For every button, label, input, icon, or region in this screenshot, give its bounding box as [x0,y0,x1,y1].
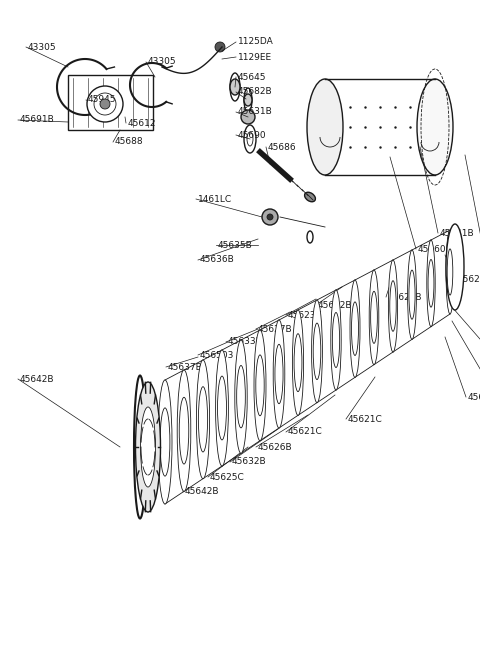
Text: 45621C: 45621C [468,392,480,401]
Text: 45690: 45690 [238,131,266,139]
Ellipse shape [331,290,341,390]
Text: 45682B: 45682B [238,87,273,97]
Ellipse shape [305,193,315,202]
Circle shape [241,110,255,124]
Ellipse shape [350,280,360,377]
Text: 45686: 45686 [268,143,297,152]
Text: 45621C: 45621C [348,415,383,424]
Ellipse shape [177,370,191,491]
Ellipse shape [427,240,435,327]
Text: 45945: 45945 [88,95,117,104]
Text: 45635B: 45635B [218,240,253,250]
Text: 45622B: 45622B [458,275,480,284]
Ellipse shape [273,320,285,428]
Circle shape [267,214,273,220]
Text: 45688: 45688 [115,137,144,147]
Ellipse shape [388,260,397,352]
Text: 43305: 43305 [148,58,177,66]
Text: 45631B: 45631B [238,108,273,116]
Ellipse shape [244,125,256,153]
Ellipse shape [312,300,323,403]
Text: 456503: 456503 [200,350,234,359]
Ellipse shape [235,340,247,453]
Ellipse shape [141,407,156,487]
Ellipse shape [158,380,172,504]
Text: 45621C: 45621C [288,428,323,436]
Text: 45641B: 45641B [440,229,475,237]
Ellipse shape [369,270,379,365]
Ellipse shape [135,382,160,512]
Text: 45642B: 45642B [20,374,55,384]
Ellipse shape [408,250,416,339]
Ellipse shape [244,88,252,112]
Text: 1125DA: 1125DA [238,37,274,47]
Text: 45636B: 45636B [200,256,235,265]
Ellipse shape [230,79,240,95]
Text: 45633B: 45633B [228,338,263,346]
Circle shape [215,42,225,52]
Text: 45691B: 45691B [20,116,55,124]
Text: 45637B: 45637B [168,363,203,371]
Ellipse shape [292,310,304,415]
Ellipse shape [244,94,252,106]
Text: 45642B: 45642B [185,487,219,497]
Text: 45623T: 45623T [288,311,322,319]
Ellipse shape [307,79,343,175]
Text: 45632B: 45632B [232,457,266,466]
Ellipse shape [446,224,464,310]
Text: 1461LC: 1461LC [198,194,232,204]
Text: 45645: 45645 [238,72,266,81]
Ellipse shape [307,231,313,243]
Ellipse shape [254,330,266,441]
Text: 45622B: 45622B [388,292,422,302]
Bar [68,75,153,130]
Circle shape [87,86,123,122]
Circle shape [262,209,278,225]
Text: 43305: 43305 [28,43,57,51]
Text: 45612: 45612 [128,118,156,127]
Ellipse shape [196,360,210,479]
Ellipse shape [417,79,453,175]
Ellipse shape [446,230,454,314]
Ellipse shape [216,350,228,466]
Text: 45627B: 45627B [258,325,293,334]
Text: 1129EE: 1129EE [238,53,272,62]
Text: 45626B: 45626B [258,443,293,451]
Ellipse shape [230,73,240,101]
Text: 45660: 45660 [418,244,446,254]
Text: 45622B: 45622B [318,300,352,309]
Text: 45625C: 45625C [210,472,245,482]
Circle shape [100,99,110,109]
